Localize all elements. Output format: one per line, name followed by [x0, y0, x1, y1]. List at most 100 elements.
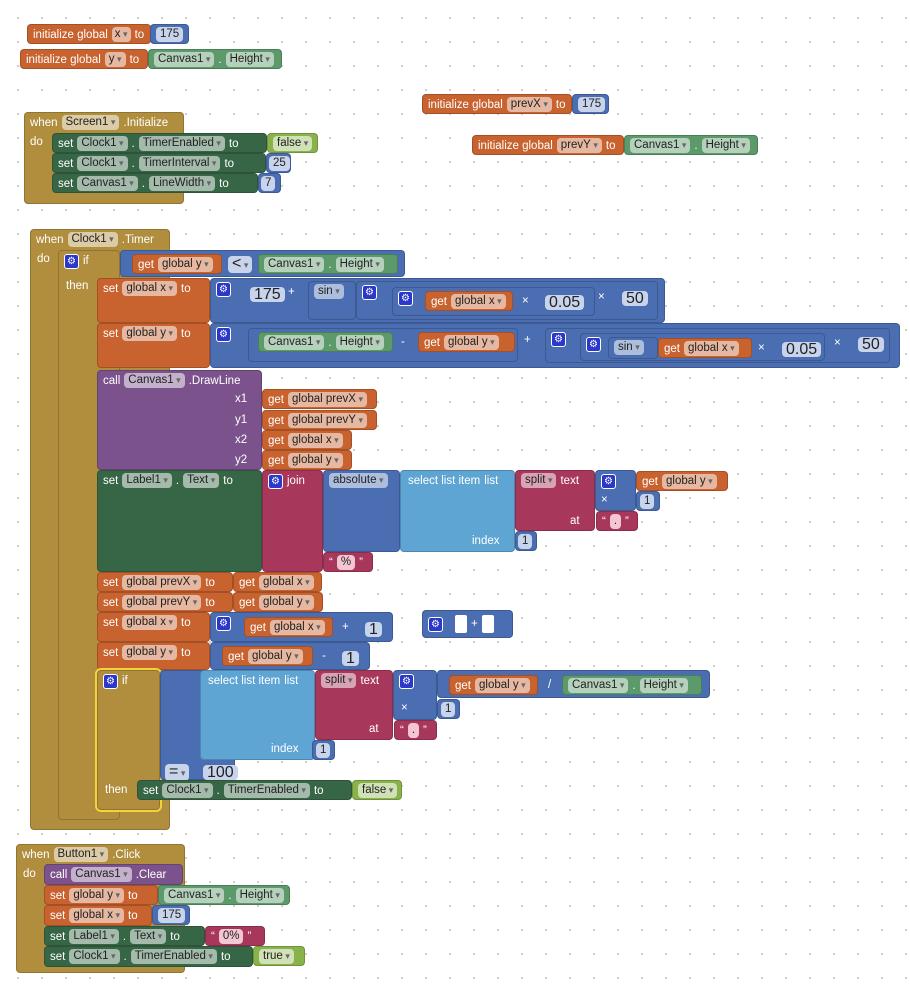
- variable-dropdown[interactable]: global x: [288, 433, 343, 448]
- component-dropdown[interactable]: Canvas1: [124, 373, 185, 388]
- component-dropdown[interactable]: Clock1: [77, 156, 128, 171]
- function-dropdown[interactable]: split: [521, 473, 557, 488]
- function-dropdown[interactable]: sin: [314, 284, 344, 299]
- variable-dropdown[interactable]: global prevY: [122, 595, 202, 610]
- operator-dropdown[interactable]: =: [165, 764, 190, 781]
- variable-dropdown[interactable]: global x: [259, 575, 314, 590]
- init-global-y[interactable]: initialize globalyto: [20, 49, 148, 69]
- gear-icon[interactable]: ⚙: [551, 332, 566, 347]
- number-0.05[interactable]: 0.05: [782, 342, 822, 358]
- string-block[interactable]: “0%”: [205, 926, 265, 946]
- variable-dropdown[interactable]: global x: [69, 908, 125, 923]
- function-dropdown[interactable]: sin: [614, 340, 644, 355]
- component-dropdown[interactable]: Screen1: [61, 115, 120, 130]
- number-1[interactable]: 1: [316, 743, 331, 758]
- component-dropdown[interactable]: Button1: [53, 847, 109, 862]
- get-global-y[interactable]: get global y: [222, 646, 313, 666]
- number-block[interactable]: 7: [258, 173, 281, 193]
- component-dropdown[interactable]: Clock1: [69, 949, 120, 964]
- component-dropdown[interactable]: Label1: [69, 929, 119, 944]
- string-block[interactable]: “.”: [596, 511, 638, 531]
- property-dropdown[interactable]: Text: [183, 473, 220, 488]
- number-block[interactable]: 175: [150, 24, 189, 44]
- property-dropdown[interactable]: TimerEnabled: [138, 136, 225, 151]
- number-1[interactable]: 1: [342, 651, 359, 667]
- var-name-prevY[interactable]: prevY: [556, 138, 602, 153]
- number-175[interactable]: 175: [250, 287, 285, 303]
- select-list-item-block[interactable]: select list item list: [400, 470, 515, 552]
- get-global-y[interactable]: get global y: [262, 450, 352, 470]
- property-dropdown[interactable]: TimerEnabled: [223, 783, 310, 798]
- component-dropdown[interactable]: Clock1: [162, 783, 213, 798]
- get-global-prevY[interactable]: get global prevY: [262, 410, 377, 430]
- var-name-x[interactable]: x: [111, 27, 131, 42]
- canvas-height-getter[interactable]: Canvas1.Height: [148, 49, 282, 69]
- init-global-x[interactable]: initialize globalxto: [27, 24, 151, 44]
- number-175[interactable]: 175: [158, 908, 186, 923]
- property-dropdown[interactable]: Height: [639, 678, 688, 693]
- variable-dropdown[interactable]: global x: [122, 281, 178, 296]
- get-global-x[interactable]: get global x: [658, 338, 752, 358]
- variable-dropdown[interactable]: global y: [475, 678, 530, 693]
- component-dropdown[interactable]: Label1: [122, 473, 172, 488]
- canvas-height-getter[interactable]: Canvas1.Height: [562, 675, 702, 695]
- component-dropdown[interactable]: Canvas1: [164, 888, 225, 903]
- gear-icon[interactable]: ⚙: [362, 285, 377, 300]
- boolean-true[interactable]: true: [259, 949, 294, 964]
- property-dropdown[interactable]: Text: [130, 929, 167, 944]
- component-dropdown[interactable]: Canvas1: [71, 867, 132, 882]
- number-block[interactable]: 175: [572, 94, 609, 114]
- variable-dropdown[interactable]: global x: [684, 341, 739, 356]
- empty-socket[interactable]: [455, 615, 467, 633]
- var-name-prevX[interactable]: prevX: [506, 97, 552, 112]
- variable-dropdown[interactable]: global y: [122, 326, 178, 341]
- gear-icon[interactable]: ⚙: [398, 291, 413, 306]
- sin-block[interactable]: sin: [608, 337, 658, 359]
- component-dropdown[interactable]: Canvas1: [77, 176, 138, 191]
- variable-dropdown[interactable]: global y: [259, 595, 314, 610]
- component-dropdown[interactable]: Canvas1: [264, 335, 325, 350]
- get-global-x[interactable]: get global x: [262, 430, 352, 450]
- boolean-block[interactable]: false: [352, 780, 402, 800]
- number-175[interactable]: 175: [578, 97, 606, 112]
- join-block[interactable]: ⚙ join: [262, 470, 323, 572]
- function-dropdown[interactable]: absolute: [329, 473, 388, 488]
- gear-icon[interactable]: ⚙: [216, 616, 231, 631]
- empty-socket[interactable]: [481, 615, 494, 633]
- gear-icon[interactable]: ⚙: [216, 282, 231, 297]
- gear-icon[interactable]: ⚙: [399, 674, 414, 689]
- get-global-y[interactable]: get global y: [449, 675, 538, 695]
- get-global-x[interactable]: get global x: [233, 572, 322, 592]
- property-dropdown[interactable]: LineWidth: [148, 176, 216, 191]
- property-dropdown[interactable]: Height: [235, 888, 284, 903]
- canvas-height-getter[interactable]: Canvas1.Height: [624, 135, 758, 155]
- gear-icon[interactable]: ⚙: [586, 337, 601, 352]
- get-global-y[interactable]: get global y: [636, 471, 728, 491]
- property-dropdown[interactable]: TimerEnabled: [130, 949, 217, 964]
- number-50[interactable]: 50: [622, 291, 648, 307]
- property-dropdown[interactable]: TimerInterval: [138, 156, 221, 171]
- floating-add-block[interactable]: ⚙ +: [422, 610, 513, 638]
- variable-dropdown[interactable]: global prevX: [122, 575, 202, 590]
- get-global-x[interactable]: get global x: [425, 291, 513, 311]
- gear-icon[interactable]: ⚙: [268, 474, 283, 489]
- variable-dropdown[interactable]: global x: [451, 294, 506, 309]
- variable-dropdown[interactable]: global prevY: [288, 413, 367, 428]
- operator-dropdown[interactable]: <: [228, 256, 253, 273]
- string-dot[interactable]: .: [609, 514, 622, 529]
- string-zero-percent[interactable]: 0%: [218, 929, 244, 944]
- select-list-item-block[interactable]: select list item list: [200, 670, 315, 760]
- component-dropdown[interactable]: Canvas1: [568, 678, 629, 693]
- component-dropdown[interactable]: Clock1: [77, 136, 128, 151]
